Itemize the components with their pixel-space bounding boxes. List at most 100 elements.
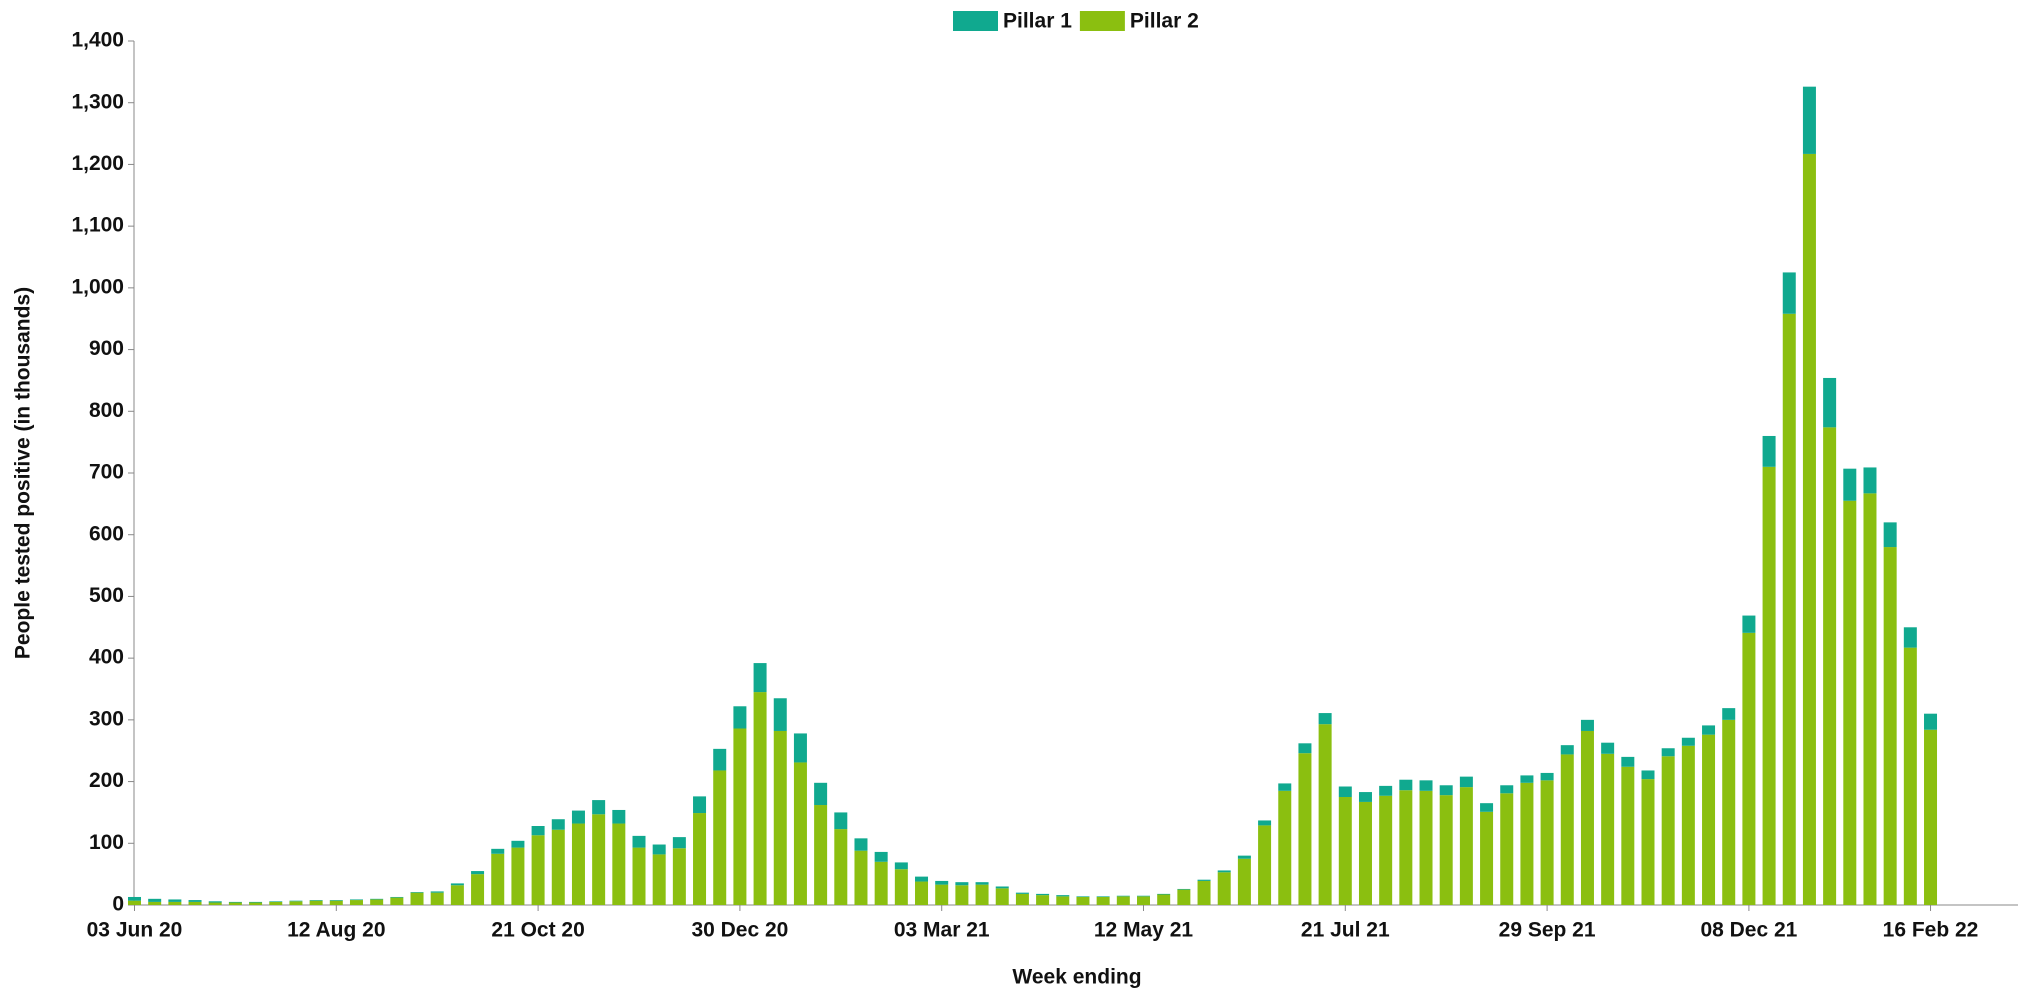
x-tick-label: 08 Dec 21: [1700, 919, 1797, 942]
bar-segment: [894, 869, 908, 905]
bar-segment: [1419, 790, 1433, 905]
y-tick-label: 1,100: [71, 214, 124, 237]
y-tick-label: 200: [89, 769, 124, 792]
x-tick-label: 12 Aug 20: [287, 919, 385, 942]
bar-segment: [814, 805, 828, 905]
bar-segment: [1762, 435, 1776, 467]
bar-segment: [1520, 775, 1534, 783]
bar-segment: [249, 902, 263, 905]
bar-segment: [309, 900, 323, 905]
bar-segment: [672, 837, 686, 849]
x-tick-label: 16 Feb 22: [1883, 919, 1979, 942]
bar-segment: [1601, 753, 1615, 905]
bar-segment: [430, 892, 444, 905]
y-tick-label: 600: [89, 522, 124, 545]
y-tick-label: 0: [112, 893, 124, 916]
bar-segment: [1439, 795, 1453, 905]
bar-segment: [1217, 870, 1231, 873]
bar-segment: [1580, 719, 1594, 731]
bar-segment: [269, 901, 283, 905]
bar-segment: [551, 819, 565, 830]
bar-segment: [874, 851, 888, 862]
bar-segment: [1621, 766, 1635, 905]
x-tick-label: 03 Mar 21: [894, 919, 990, 942]
bar-segment: [1278, 790, 1292, 905]
bar-segment: [1137, 895, 1150, 897]
bar-segment: [1298, 743, 1312, 754]
bar-segment: [1338, 797, 1352, 905]
bar-segment: [571, 823, 585, 905]
bar-segment: [1722, 708, 1736, 720]
y-tick-label: 1,000: [71, 275, 124, 298]
bar-segment: [1601, 742, 1615, 754]
bar-segment: [571, 810, 585, 824]
bar-segment: [1883, 522, 1897, 548]
bar-segment: [309, 900, 323, 901]
bar-segment: [1802, 153, 1816, 906]
bar-segment: [148, 898, 162, 902]
bar-segment: [1924, 729, 1938, 905]
bar-segment: [1702, 734, 1716, 905]
bar-segment: [168, 901, 182, 905]
y-tick-label: 1,300: [71, 90, 124, 113]
bar-segment: [773, 698, 787, 731]
bar-segment: [693, 796, 707, 814]
y-tick-label: 1,400: [71, 29, 124, 52]
bar-segment: [1358, 792, 1372, 802]
bar-segment: [1742, 615, 1756, 633]
bar-segment: [1338, 786, 1352, 797]
bar-segment: [1580, 730, 1594, 905]
bar-segment: [1661, 748, 1675, 757]
bar-segment: [289, 901, 303, 905]
bar-segment: [1258, 825, 1272, 905]
bar-segment: [995, 888, 1009, 905]
bar-segment: [1015, 893, 1029, 905]
bar-segment: [1459, 787, 1473, 905]
bar-segment: [128, 896, 141, 901]
bar-segment: [128, 900, 141, 905]
bar-segment: [430, 891, 444, 893]
bar-segment: [1802, 86, 1816, 154]
bar-segment: [1823, 377, 1837, 428]
legend-label: Pillar 1: [1003, 10, 1072, 33]
y-tick-label: 100: [89, 831, 124, 854]
bar-segment: [531, 835, 545, 905]
bar-segment: [612, 809, 626, 824]
bar-segment: [612, 823, 626, 905]
bar-segment: [228, 901, 242, 903]
bar-segment: [1177, 888, 1191, 890]
bar-segment: [935, 880, 949, 885]
bar-segment: [1015, 892, 1029, 894]
bar-segment: [410, 892, 424, 893]
bar-segment: [1278, 783, 1292, 791]
bar-segment: [1197, 879, 1211, 881]
bar-segment: [1500, 785, 1514, 794]
y-axis-title: People tested positive (in thousands): [12, 287, 35, 659]
bar-segment: [1903, 647, 1917, 905]
bar-segment: [1742, 632, 1756, 905]
bar-segment: [188, 901, 202, 905]
bar-segment: [289, 900, 303, 902]
bar-segment: [1379, 785, 1393, 796]
bar-segment: [1116, 895, 1130, 897]
bar-segment: [632, 835, 646, 848]
bar-segment: [1399, 779, 1413, 791]
bar-segment: [471, 874, 485, 905]
bar-segment: [1641, 779, 1655, 905]
legend-swatch: [1079, 11, 1125, 31]
bar-segment: [1459, 776, 1473, 788]
y-tick-label: 700: [89, 461, 124, 484]
bar-segment: [1762, 466, 1776, 905]
bar-segment: [1843, 468, 1857, 501]
bar-segment: [1217, 872, 1231, 905]
bar-segment: [1540, 772, 1554, 781]
bar-segment: [1681, 745, 1695, 905]
bar-segment: [975, 882, 989, 885]
x-tick-label: 12 May 21: [1094, 919, 1194, 942]
bar-segment: [491, 848, 505, 854]
bar-segment: [1298, 753, 1312, 905]
bar-segment: [1883, 547, 1897, 905]
bar-segment: [370, 899, 384, 905]
bar-segment: [1258, 820, 1272, 826]
bar-segment: [894, 862, 908, 870]
